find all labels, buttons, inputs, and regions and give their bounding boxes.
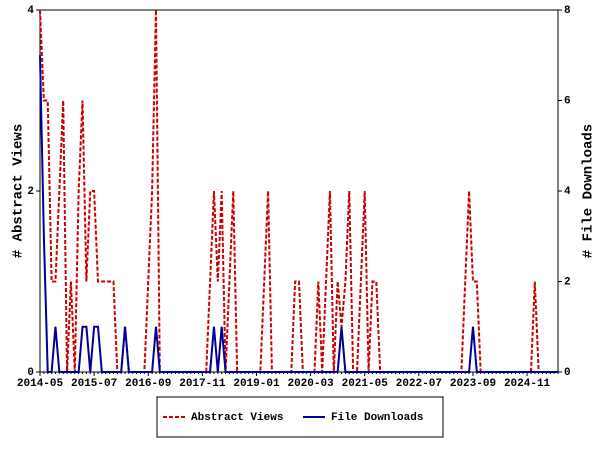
x-tick-label: 2021-05 <box>342 378 389 390</box>
y-tick-label: 0 <box>27 367 34 379</box>
legend-box <box>156 396 444 438</box>
x-tick-label: 2015-07 <box>71 378 117 390</box>
y2-tick-label: 2 <box>564 276 571 288</box>
y2-tick-label: 6 <box>564 95 571 107</box>
y-axis-label: # Abstract Views <box>11 124 27 258</box>
x-tick-label: 2022-07 <box>396 378 442 390</box>
x-tick-label: 2020-03 <box>287 378 334 390</box>
x-tick-label: 2016-09 <box>125 378 171 390</box>
legend-label: Abstract Views <box>191 412 283 424</box>
series-line <box>39 9 558 373</box>
legend-label: File Downloads <box>331 412 423 424</box>
y-tick-label: 4 <box>27 5 34 17</box>
y2-axis-label: # File Downloads <box>581 124 597 258</box>
y2-tick-label: 4 <box>564 186 571 198</box>
x-tick-label: 2019-01 <box>233 378 280 390</box>
x-tick-label: 2024-11 <box>504 378 551 390</box>
x-tick-label: 2023-09 <box>450 378 496 390</box>
x-tick-label: 2017-11 <box>179 378 226 390</box>
y2-tick-label: 8 <box>564 5 571 17</box>
series-line <box>39 55 558 373</box>
y2-tick-label: 0 <box>564 367 571 379</box>
x-tick-label: 2014-05 <box>17 378 64 390</box>
plot-area <box>39 9 559 373</box>
y-tick-label: 2 <box>27 186 34 198</box>
